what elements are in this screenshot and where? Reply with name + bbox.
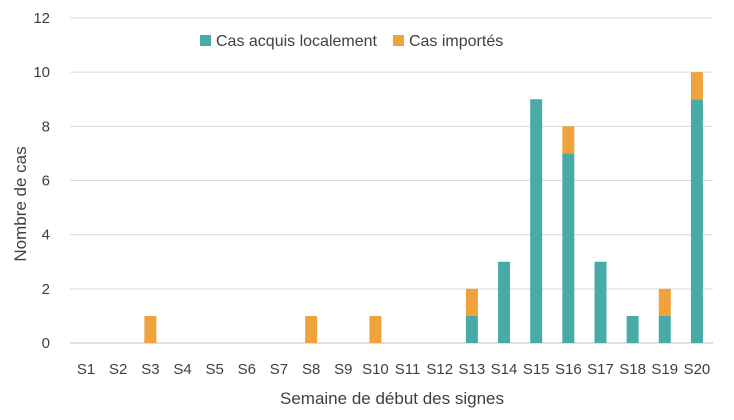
bar-S16-imported xyxy=(562,126,575,154)
x-tick-label: S4 xyxy=(173,361,191,378)
y-tick-label: 10 xyxy=(33,64,50,81)
bar-S19-local xyxy=(658,315,671,343)
y-tick-labels: 0 2 4 6 8 10 12 xyxy=(33,10,50,352)
x-tick-label: S10 xyxy=(362,361,389,378)
legend-label-local: Cas acquis localement xyxy=(216,33,378,50)
x-tick-label: S8 xyxy=(302,361,320,378)
x-tick-label: S3 xyxy=(141,361,159,378)
x-tick-label: S9 xyxy=(334,361,352,378)
bar-S18-local xyxy=(626,315,639,343)
gridlines xyxy=(70,17,713,344)
x-tick-label: S2 xyxy=(109,361,127,378)
y-axis-title: Nombre de cas xyxy=(11,146,30,261)
y-tick-label: 8 xyxy=(42,118,50,135)
bar-S14-local xyxy=(498,261,511,343)
bar-S19-imported xyxy=(658,288,671,316)
legend-swatch-imported xyxy=(392,35,404,46)
x-tick-label: S6 xyxy=(238,361,256,378)
x-tick-labels: S1 S2 S3 S4 S5 S6 S7 S8 S9 S10 S11 S12 S13 S14 S15 S16 S… xyxy=(77,361,710,378)
bar-S15-local xyxy=(530,99,543,343)
y-tick-label: 4 xyxy=(42,227,50,244)
bar-S17-local xyxy=(594,261,607,343)
bar-S8-imported xyxy=(305,315,318,343)
bar-S13-local xyxy=(465,315,478,343)
x-tick-label: S14 xyxy=(491,361,518,378)
x-tick-label: S20 xyxy=(684,361,711,378)
bar-S20-local xyxy=(690,99,703,343)
x-tick-label: S11 xyxy=(395,361,421,378)
bars xyxy=(144,72,703,343)
x-tick-label: S12 xyxy=(426,361,453,378)
y-tick-label: 6 xyxy=(42,173,50,190)
x-tick-label: S16 xyxy=(555,361,582,378)
legend: Cas acquis localement Cas importés xyxy=(200,33,503,50)
bar-S3-imported xyxy=(144,315,157,343)
x-tick-label: S13 xyxy=(459,361,486,378)
legend-swatch-local xyxy=(200,35,211,46)
x-tick-label: S5 xyxy=(205,361,223,378)
y-tick-label: 2 xyxy=(42,281,50,298)
bar-S13-imported xyxy=(465,288,478,316)
bar-S20-imported xyxy=(690,72,703,100)
x-tick-label: S18 xyxy=(619,361,646,378)
x-tick-label: S1 xyxy=(77,361,95,378)
bar-S10-imported xyxy=(369,315,382,343)
x-tick-label: S17 xyxy=(587,361,614,378)
x-tick-label: S19 xyxy=(651,361,678,378)
y-tick-label: 12 xyxy=(33,10,50,27)
x-tick-label: S15 xyxy=(523,361,550,378)
bar-S16-local xyxy=(562,153,575,343)
x-tick-label: S7 xyxy=(270,361,288,378)
x-axis-title: Semaine de début des signes xyxy=(280,389,504,408)
legend-label-imported: Cas importés xyxy=(409,33,503,50)
y-tick-label: 0 xyxy=(42,335,50,352)
